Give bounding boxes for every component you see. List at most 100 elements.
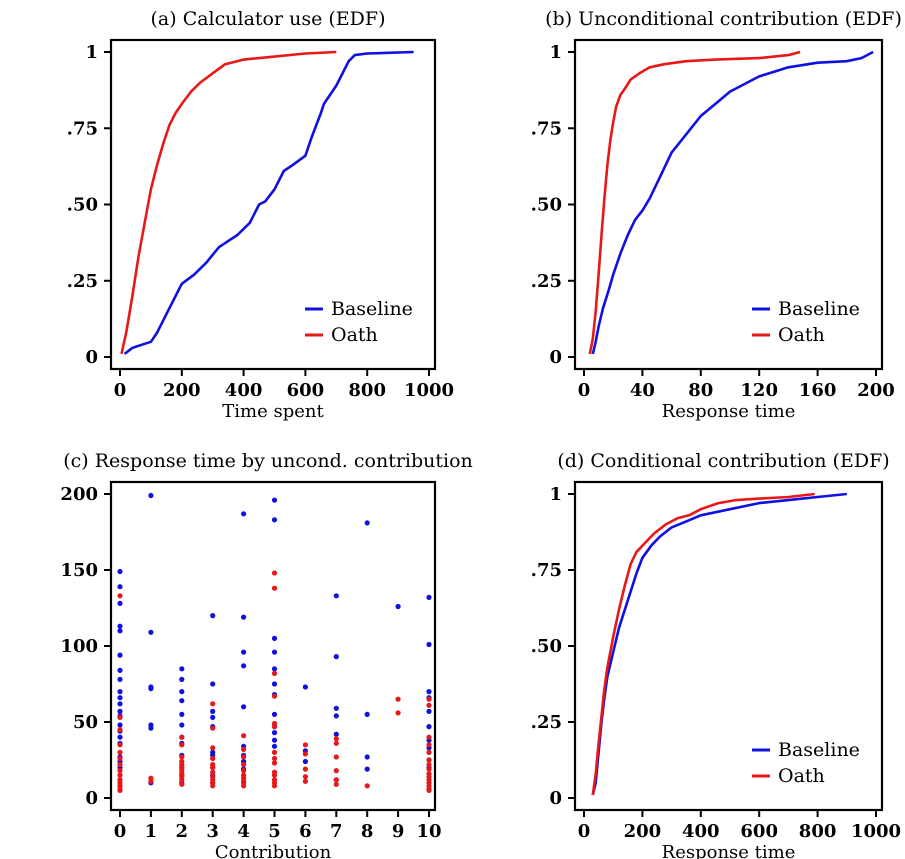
- scatter-point-blue: [333, 705, 339, 711]
- x-axis-label: Response time: [662, 842, 796, 859]
- scatter-point-blue: [210, 708, 216, 715]
- scatter-point-blue: [117, 600, 123, 607]
- y-tick-label: 0: [85, 347, 98, 368]
- scatter-point-blue: [333, 593, 339, 599]
- scatter-point-blue: [179, 666, 185, 672]
- scatter-point-blue: [179, 711, 185, 718]
- scatter-point-red: [271, 585, 278, 591]
- scatter-point-blue: [241, 649, 247, 655]
- x-axis-label: Response time: [662, 401, 796, 422]
- x-tick-label: 1000: [404, 380, 454, 401]
- scatter-point-red: [148, 778, 154, 784]
- scatter-point-blue: [302, 684, 308, 690]
- scatter-point-blue: [241, 614, 247, 620]
- y-tick-label: .25: [67, 271, 98, 292]
- scatter-point-red: [210, 701, 216, 707]
- x-tick-label: 0: [578, 821, 591, 842]
- scatter-point-red: [426, 757, 432, 763]
- scatter-point-blue: [117, 708, 123, 715]
- scatter-point-red: [241, 762, 247, 768]
- y-tick-label: .50: [531, 195, 562, 216]
- y-tick-label: 100: [60, 636, 98, 657]
- legend-label-oath: Oath: [331, 324, 378, 346]
- x-axis-label: Contribution: [215, 842, 332, 859]
- y-tick-label: .75: [531, 118, 562, 139]
- plot-frame: [109, 480, 437, 812]
- x-tick-label: 40: [630, 380, 655, 401]
- y-tick-label: .50: [67, 195, 98, 216]
- scatter-point-blue: [117, 667, 123, 673]
- scatter-point-red: [117, 787, 123, 794]
- panel-response-time-scatter: (c) Response time by uncond. contributio…: [60, 450, 472, 859]
- scatter-point-red: [302, 766, 308, 772]
- scatter-point-red: [210, 783, 216, 789]
- y-tick-label: .25: [531, 271, 562, 292]
- scatter-point-blue: [179, 676, 185, 683]
- chart-title: (a) Calculator use (EDF): [151, 8, 386, 30]
- scatter-point-red: [426, 787, 432, 794]
- chart-title: (b) Unconditional contribution (EDF): [545, 8, 902, 30]
- series-line-oath: [120, 50, 337, 355]
- scatter-point-blue: [364, 766, 370, 772]
- scatter-point-red: [210, 755, 216, 762]
- series-line-oath: [591, 492, 815, 796]
- scatter-point-blue: [271, 649, 278, 655]
- scatter-point-blue: [117, 676, 123, 683]
- scatter-point-blue: [271, 730, 278, 736]
- scatter-point-blue: [364, 754, 370, 760]
- scatter-point-red: [179, 754, 185, 760]
- scatter-point-red: [426, 742, 432, 748]
- scatter-point-red: [395, 710, 401, 716]
- scatter-point-blue: [117, 568, 123, 575]
- scatter-point-blue: [271, 666, 278, 672]
- scatter-point-blue: [117, 722, 123, 728]
- series-line-baseline: [591, 50, 874, 355]
- x-tick-label: 6: [299, 821, 312, 842]
- x-tick-label: 0: [114, 380, 127, 401]
- scatter-point-blue: [179, 722, 185, 728]
- panel-conditional-contribution: (d) Conditional contribution (EDF) 0 200 40…: [531, 450, 901, 859]
- x-tick-label: 600: [740, 821, 778, 842]
- x-tick-label: 120: [740, 380, 778, 401]
- scatter-point-blue: [148, 629, 154, 635]
- y-tick-label: 0: [549, 788, 562, 809]
- scatter-point-blue: [148, 686, 154, 692]
- scatter-point-red: [364, 783, 370, 789]
- x-tick-label: 7: [330, 821, 343, 842]
- scatter-point-blue: [395, 603, 401, 610]
- scatter-point-red: [333, 736, 339, 742]
- scatter-point-red: [241, 768, 247, 774]
- y-tick-label: .75: [67, 118, 98, 139]
- scatter-point-red: [117, 755, 123, 762]
- y-tick-label: 1: [549, 484, 562, 505]
- chart-title: (c) Response time by uncond. contributio…: [63, 450, 473, 472]
- scatter-point-blue: [179, 698, 185, 704]
- chart-title: (d) Conditional contribution (EDF): [557, 450, 889, 472]
- scatter-point-red: [302, 774, 308, 780]
- series-line-oath: [588, 50, 801, 355]
- scatter-point-red: [271, 670, 278, 677]
- scatter-point-red: [117, 772, 123, 778]
- scatter-point-blue: [117, 628, 123, 634]
- scatter-point-blue: [302, 758, 308, 765]
- scatter-point-blue: [241, 704, 247, 710]
- scatter-point-red: [241, 754, 247, 760]
- scatter-point-red: [302, 778, 308, 784]
- scatter-point-red: [271, 772, 278, 778]
- scatter-point-red: [117, 593, 123, 599]
- scatter-point-red: [210, 769, 216, 775]
- scatter-point-red: [117, 762, 123, 768]
- scatter-point-red: [179, 777, 185, 783]
- legend-label-baseline: Baseline: [778, 298, 860, 320]
- x-tick-label: 400: [682, 821, 720, 842]
- scatter-point-red: [117, 742, 123, 748]
- legend-label-baseline: Baseline: [331, 298, 413, 320]
- scatter-point-red: [179, 781, 185, 787]
- scatter-point-blue: [426, 724, 432, 730]
- scatter-point-blue: [210, 613, 216, 619]
- scatter-point-red: [117, 714, 123, 721]
- scatter-point-red: [210, 765, 216, 771]
- scatter-point-red: [271, 693, 278, 699]
- x-tick-label: 3: [206, 821, 219, 842]
- scatter-point-red: [179, 742, 185, 748]
